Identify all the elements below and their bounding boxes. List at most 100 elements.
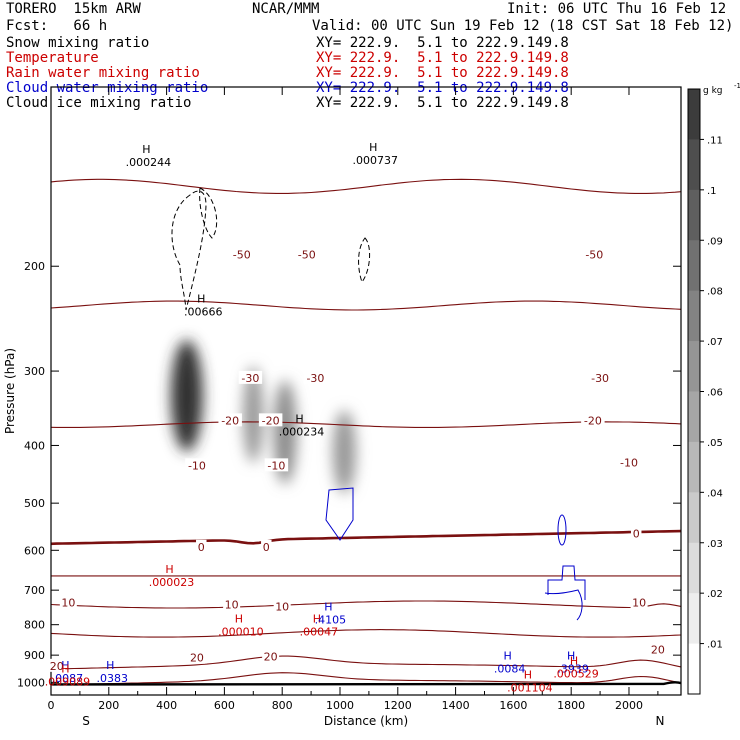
maximum-marker: H [61, 659, 69, 672]
y-tick-label: 800 [24, 619, 45, 632]
x-tick-label: 0 [48, 699, 55, 712]
isotherm-label: 10 [225, 599, 239, 612]
maximum-value: .4105 [315, 613, 347, 626]
colorbar-tick-label: .08 [707, 287, 723, 298]
colorbar-unit-exponent: -1 [734, 82, 740, 90]
isotherm--10 [50, 300, 682, 311]
cloud-water-contour-low-2 [544, 589, 583, 621]
isotherm-label: -30 [591, 372, 609, 385]
init-time: Init: 06 UTC Thu 16 Feb 12 [507, 1, 727, 17]
isotherm-label-bg [630, 595, 648, 609]
maximum-value: .000234 [279, 426, 325, 439]
isotherm-label-bg [581, 413, 605, 427]
organization: NCAR/MMM [252, 1, 320, 17]
field-snow-xy: XY= 222.9. 5.1 to 222.9.149.8 [316, 35, 569, 51]
colorbar-tick-label: .11 [707, 135, 723, 146]
north-label: N [656, 714, 665, 728]
maximum-marker: H [503, 649, 511, 662]
y-tick-label: 1000 [17, 676, 45, 689]
snow-blob-2 [273, 380, 297, 484]
colorbar-swatch [688, 391, 700, 443]
isotherm-label: -10 [188, 459, 206, 472]
isotherm-label: 10 [61, 596, 75, 609]
maximum-marker: H [235, 613, 243, 626]
cloud-water-contour-low [547, 565, 586, 600]
isotherm-label-bg [582, 247, 607, 261]
colorbar-swatch [688, 492, 700, 544]
isotherm-label: -50 [233, 248, 251, 261]
isotherm-label-bg [223, 597, 241, 611]
x-tick-label: 1000 [326, 699, 354, 712]
maximum-value: .000023 [149, 576, 195, 589]
isotherm-label-bg [303, 370, 328, 384]
isotherm-15 [50, 629, 682, 638]
isotherm-label-bg [617, 455, 641, 469]
south-label: S [82, 714, 90, 728]
x-tick-label: 1800 [557, 699, 585, 712]
colorbar-tick-label: .03 [707, 539, 723, 550]
colorbar-swatch [688, 240, 700, 292]
y-axis-label: Pressure (hPa) [3, 348, 17, 434]
colorbar-swatch [688, 341, 700, 392]
colorbar-tick-label: .07 [707, 337, 723, 348]
isotherm-label-bg [630, 526, 642, 540]
maximum-value: .000244 [126, 156, 172, 169]
maximum-marker: H [570, 654, 578, 667]
isotherm-label-bg [48, 658, 66, 672]
field-rain-name: Rain water mixing ratio [6, 65, 200, 81]
colorbar-tick-label: .09 [707, 236, 723, 247]
cloud-ice-contour-east [199, 187, 218, 239]
maximum-value: .3939 [557, 662, 589, 675]
isotherm-label-bg [261, 539, 272, 553]
maximum-value: .0383 [96, 672, 128, 685]
cloud-ice-contour-main [171, 190, 207, 311]
maximum-value: .009089 [45, 676, 91, 689]
isotherm-0 [50, 529, 682, 546]
x-tick-label: 2000 [615, 699, 643, 712]
isotherm-label: 20 [651, 643, 665, 656]
isotherm-label: -10 [620, 456, 638, 469]
model-title: TORERO 15km ARW [6, 1, 141, 17]
colorbar-swatch [688, 643, 700, 695]
isotherm-label-bg [264, 458, 289, 472]
isotherm-20 [50, 672, 682, 686]
colorbar-tick-label: .01 [707, 640, 723, 651]
y-tick-label: 500 [24, 497, 45, 510]
isotherm--5 [50, 421, 682, 428]
isotherm-label: -10 [267, 459, 285, 472]
isotherm-label: -50 [298, 248, 316, 261]
maximum-marker: H [142, 143, 150, 156]
maximum-value: .00047 [300, 626, 339, 639]
maximum-value: .0084 [494, 662, 526, 675]
contour-labels: -50 -50 -50 -30 -30 -30 -20 -20 -20 -10 -10 -10 0 0 0 1… [45, 141, 667, 695]
colorbar: .11 .1 .09 .08 .07 .06 .05 .04 .03 .02 .01 g kg -1 [687, 82, 740, 695]
isotherm-label: 0 [263, 541, 270, 554]
plot-frame [50, 86, 682, 696]
maximum-marker: H [106, 659, 114, 672]
isotherm-label: 10 [632, 596, 646, 609]
maximum-marker: H [313, 613, 321, 626]
cloud-ice-contour-right [358, 237, 370, 284]
isotherm-label: -30 [306, 372, 324, 385]
maximum-value: .000010 [218, 626, 264, 639]
maximum-marker: H [524, 669, 532, 682]
snow-blob-1 [243, 366, 264, 463]
colorbar-swatch [688, 290, 700, 342]
hydrometeor-contours [171, 187, 586, 621]
isotherm-label: 10 [275, 600, 289, 613]
isotherm-label-bg [238, 370, 263, 384]
y-tick-label: 900 [24, 649, 45, 662]
maximum-marker: H [369, 141, 377, 154]
x-tick-label: 1400 [442, 699, 470, 712]
isotherm-label-bg [295, 247, 319, 261]
field-temperature-xy: XY= 222.9. 5.1 to 222.9.149.8 [316, 50, 569, 66]
isotherm-label: -20 [584, 414, 602, 427]
axes: 0 200 400 600 800 1000 1200 1400 1600 1800 2000Dis… [3, 86, 682, 728]
maximum-marker: H [61, 663, 69, 676]
isotherm-label: 0 [198, 541, 205, 554]
y-tick-label: 300 [24, 365, 45, 378]
field-cloud-water-name: Cloud water mixing ratio [6, 80, 209, 96]
x-axis-label: Distance (km) [324, 714, 408, 728]
maximum-marker: H [197, 293, 205, 306]
